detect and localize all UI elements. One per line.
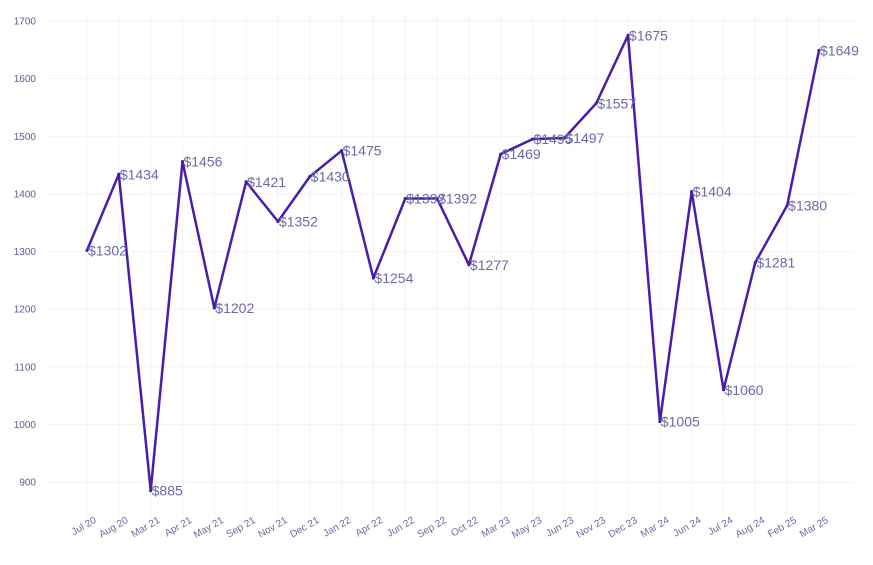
- data-point: [817, 48, 821, 52]
- y-tick-label: 1700: [14, 17, 37, 28]
- data-point: [308, 174, 312, 179]
- data-point: [180, 160, 185, 164]
- x-tick-label: Apr 22: [354, 515, 385, 539]
- x-tick-label: Jun 23: [544, 515, 576, 540]
- data-point: [117, 172, 121, 176]
- data-point: [85, 248, 89, 252]
- data-label: $1302: [88, 242, 127, 258]
- x-tick-label: Jun 22: [385, 515, 417, 540]
- data-point: [149, 489, 153, 493]
- data-point: [435, 196, 439, 201]
- data-label: $1380: [788, 197, 827, 213]
- x-tick-label: Apr 21: [163, 515, 194, 539]
- y-tick-label: 1100: [14, 362, 36, 373]
- x-tick-label: Dec 23: [607, 515, 640, 541]
- y-tick-label: 1600: [14, 74, 37, 85]
- data-point: [244, 180, 248, 184]
- data-label: $885: [152, 483, 183, 499]
- x-tick-label: May 23: [510, 515, 544, 541]
- x-tick-label: Aug 24: [734, 515, 767, 541]
- x-tick-label: Jan 22: [322, 515, 354, 540]
- data-point: [371, 276, 376, 280]
- data-label: $1404: [693, 184, 732, 200]
- data-label: $1202: [215, 300, 254, 316]
- x-tick-label: Aug 20: [97, 515, 130, 541]
- x-tick-label: Mar 21: [130, 515, 163, 540]
- data-label: $1421: [247, 174, 286, 190]
- data-labels: $1302 $1434 $885 $1456 $1202 $1421 $1352 $1430 $…: [88, 27, 859, 498]
- data-label: $1456: [183, 154, 222, 170]
- data-label: $1469: [502, 146, 541, 162]
- data-point: [785, 203, 789, 207]
- y-tick-label: 1000: [14, 420, 37, 431]
- data-point: [562, 136, 566, 140]
- x-tick-label: Nov 23: [575, 515, 608, 541]
- data-point: [721, 388, 726, 392]
- x-tick-label: May 21: [192, 515, 226, 541]
- data-label: $1497: [565, 130, 604, 146]
- x-tick-label: Mar 23: [480, 515, 513, 540]
- data-point: [499, 152, 503, 156]
- y-tick-label: 1400: [14, 189, 37, 200]
- data-point: [530, 137, 535, 141]
- data-label: $1392: [438, 190, 477, 206]
- x-tick-label: Oct 22: [449, 515, 480, 539]
- x-tick-label: Nov 21: [257, 515, 290, 541]
- data-label: $1281: [756, 254, 795, 270]
- grid-layer: [45, 15, 855, 517]
- data-label: $1060: [725, 382, 764, 398]
- data-point: [276, 219, 280, 224]
- series-line: [85, 34, 821, 492]
- data-label: $1649: [820, 42, 859, 58]
- data-label: $1675: [629, 27, 668, 43]
- data-point: [403, 196, 407, 201]
- data-label: $1352: [279, 214, 318, 230]
- x-tick-label: Dec 21: [288, 515, 321, 541]
- y-tick-label: 1500: [14, 132, 37, 143]
- data-label: $1277: [470, 257, 509, 273]
- data-point: [753, 260, 757, 265]
- data-point: [626, 33, 630, 38]
- data-point: [340, 149, 344, 153]
- data-point: [594, 101, 598, 106]
- x-tick-label: Sep 21: [225, 515, 258, 541]
- x-tick-label: Mar 24: [639, 515, 672, 540]
- y-axis-ticks: 900 1000 1100 1200 1300 1400 1500 1600 1700: [14, 17, 37, 489]
- data-label: $1392: [406, 190, 445, 206]
- data-label: $1005: [661, 413, 700, 429]
- x-tick-label: Sep 22: [416, 515, 449, 541]
- data-label: $1254: [374, 270, 413, 286]
- y-tick-label: 1300: [14, 247, 37, 258]
- data-label: $1434: [120, 166, 159, 182]
- y-tick-label: 1200: [14, 305, 37, 316]
- x-tick-label: Jul 20: [70, 515, 99, 538]
- data-point: [467, 263, 471, 267]
- data-point: [212, 306, 216, 310]
- x-tick-label: Feb 25: [766, 515, 799, 540]
- x-tick-label: Mar 25: [798, 515, 831, 540]
- data-label: $1475: [343, 143, 382, 159]
- data-label: $1495: [534, 131, 573, 147]
- data-label: $1557: [597, 95, 636, 111]
- x-tick-label: Jun 24: [672, 515, 704, 540]
- data-label: $1430: [311, 169, 350, 185]
- y-tick-label: 900: [19, 478, 36, 489]
- data-point: [658, 419, 662, 424]
- data-point: [690, 189, 694, 194]
- series-layer: [85, 33, 821, 493]
- x-tick-label: Jul 24: [706, 515, 735, 538]
